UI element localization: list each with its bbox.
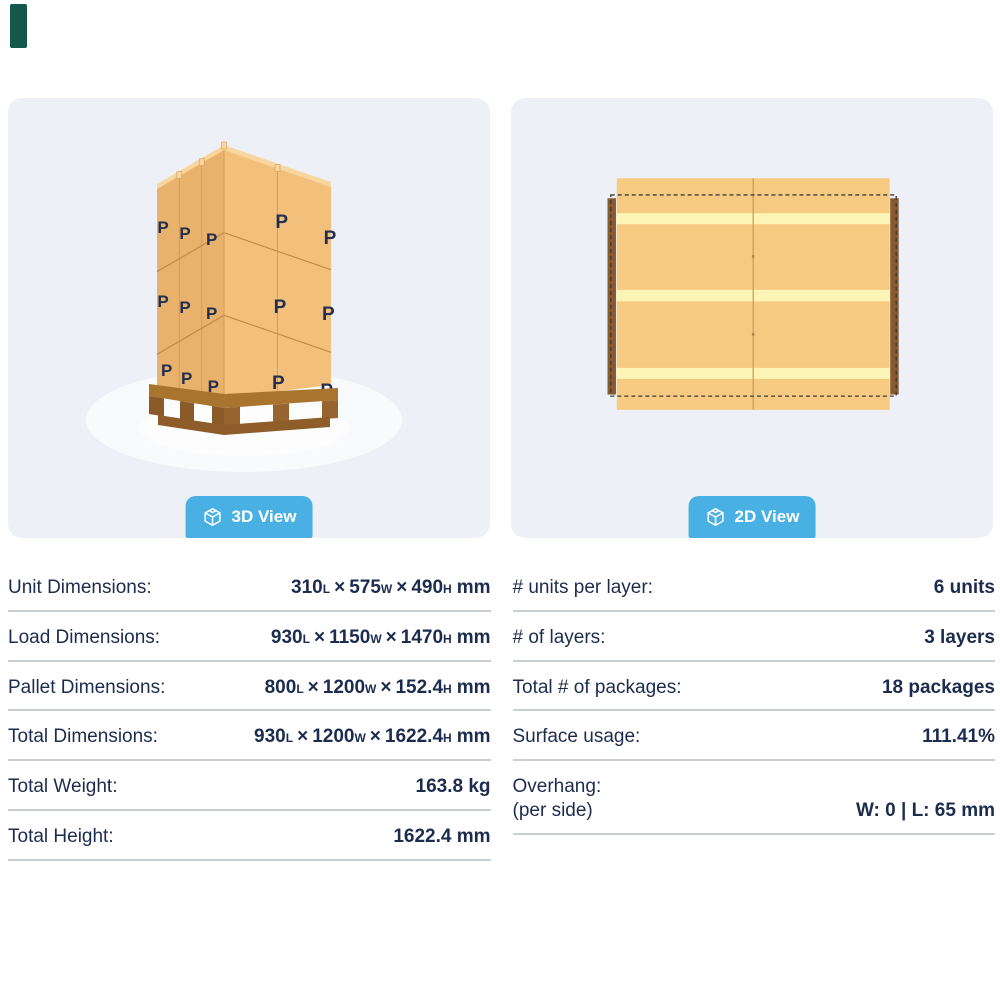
3d-view-button[interactable]: 3D View — [185, 496, 313, 538]
stat-label: Load Dimensions: — [8, 626, 161, 648]
brand-mark — [10, 4, 27, 48]
package-icon — [707, 507, 724, 527]
box-flap-tab — [221, 141, 227, 150]
pallet-leg — [322, 400, 338, 420]
pallet-deck — [149, 384, 338, 408]
pallet-3d-canvas[interactable]: P P P P P P P P P P P P P P P — [8, 98, 490, 538]
stat-label: Total # of packages: — [512, 676, 682, 698]
svg-text:P: P — [206, 304, 217, 323]
box-stack-3d: P P P P P P P P P P P P P P P — [156, 141, 337, 402]
svg-text:P: P — [179, 298, 190, 317]
wooden-pallet-3d — [149, 384, 338, 435]
panel-2d-view: 2D View — [511, 98, 993, 538]
pallet-leg — [224, 406, 240, 426]
svg-text:P: P — [206, 230, 217, 249]
stats-section: Unit Dimensions: 310L × 575W × 490H mm Load D… — [8, 562, 995, 861]
stats-column-right: # units per layer: 6 units # of layers: … — [512, 562, 995, 861]
stat-row-unit-dimensions: Unit Dimensions: 310L × 575W × 490H mm — [8, 562, 491, 612]
3d-view-button-label: 3D View — [231, 507, 297, 526]
stat-label: Total Weight: — [8, 776, 118, 797]
stat-row-total-height: Total Height: 1622.4 mm — [8, 811, 491, 861]
stat-row-number-of-layers: # of layers: 3 layers — [512, 612, 995, 662]
stat-row-total-packages: Total # of packages: 18 packages — [512, 662, 995, 712]
pallet-leg — [212, 406, 224, 426]
svg-text:P: P — [157, 292, 168, 311]
stat-value: W: 0 | L: 65 mm — [855, 799, 995, 821]
panel-3d-view: P P P P P P P P P P P P P P P — [8, 98, 490, 538]
stat-row-surface-usage: Surface usage: 111.41% — [512, 711, 995, 761]
package-icon — [204, 507, 221, 527]
svg-text:P: P — [324, 228, 337, 249]
stat-value: 111.41% — [922, 726, 995, 748]
svg-text:P: P — [274, 297, 287, 318]
stat-row-total-weight: Total Weight: 163.8 kg — [8, 761, 491, 811]
pallet-leg — [149, 396, 164, 417]
box-flap-tab — [176, 171, 183, 179]
svg-text:P: P — [179, 224, 190, 243]
stat-value: 310L × 575W × 490H mm — [291, 577, 491, 598]
svg-text:P: P — [275, 212, 288, 233]
stat-label: Pallet Dimensions: — [8, 676, 166, 698]
stat-value: 163.8 kg — [415, 776, 491, 797]
box-left-face — [157, 150, 224, 398]
stat-label: # of layers: — [512, 626, 606, 648]
pallet-edge-board-left — [607, 198, 616, 395]
top-view-2d — [607, 178, 899, 410]
stat-row-overhang: Overhang: (per side) W: 0 | L: 65 mm — [512, 761, 995, 835]
stat-row-pallet-dimensions: Pallet Dimensions: 800L × 1200W × 152.4H mm — [8, 662, 491, 712]
stat-label: # units per layer: — [512, 577, 653, 598]
svg-text:P: P — [322, 304, 335, 325]
pallet-leg — [180, 401, 194, 422]
stat-label: Total Height: — [8, 825, 114, 847]
stat-value: 6 units — [933, 577, 995, 598]
stat-value: 800L × 1200W × 152.4H mm — [264, 676, 491, 698]
box-flap-tab — [198, 158, 205, 166]
pallet-outline-dashed — [610, 194, 897, 397]
svg-text:P: P — [157, 218, 168, 237]
2d-view-button[interactable]: 2D View — [688, 496, 816, 538]
box-top-sliver-left — [157, 145, 224, 189]
stat-row-load-dimensions: Load Dimensions: 930L × 1150W × 1470H mm — [8, 612, 491, 662]
stat-label: Total Dimensions: — [8, 726, 158, 748]
stat-label: Surface usage: — [512, 726, 641, 748]
stats-column-left: Unit Dimensions: 310L × 575W × 490H mm Load D… — [8, 562, 491, 861]
box-flap-tab — [274, 164, 281, 172]
stat-label: Overhang: (per side) — [512, 776, 602, 821]
svg-text:P: P — [208, 377, 219, 396]
pallet-edge-board-right — [890, 198, 899, 395]
2d-view-button-label: 2D View — [734, 507, 800, 526]
stat-value: 930L × 1200W × 1622.4H mm — [254, 726, 491, 748]
box-logos-left-face: P P P P P P P P P — [157, 218, 219, 396]
pallet-2d-canvas — [607, 178, 899, 410]
pallet-skid — [158, 415, 330, 435]
stat-value: 930L × 1150W × 1470H mm — [270, 626, 491, 648]
svg-text:P: P — [161, 361, 172, 380]
pallet-leg — [273, 403, 289, 423]
stat-value: 3 layers — [924, 626, 995, 648]
view-panels: P P P P P P P P P P P P P P P — [8, 98, 993, 538]
stat-value: 18 packages — [881, 676, 995, 698]
stat-label: Unit Dimensions: — [8, 577, 152, 598]
stat-row-total-dimensions: Total Dimensions: 930L × 1200W × 1622.4H mm — [8, 711, 491, 761]
svg-text:P: P — [272, 373, 285, 394]
svg-text:P: P — [181, 369, 192, 388]
stat-value: 1622.4 mm — [393, 825, 491, 847]
stat-row-units-per-layer: # units per layer: 6 units — [512, 562, 995, 612]
